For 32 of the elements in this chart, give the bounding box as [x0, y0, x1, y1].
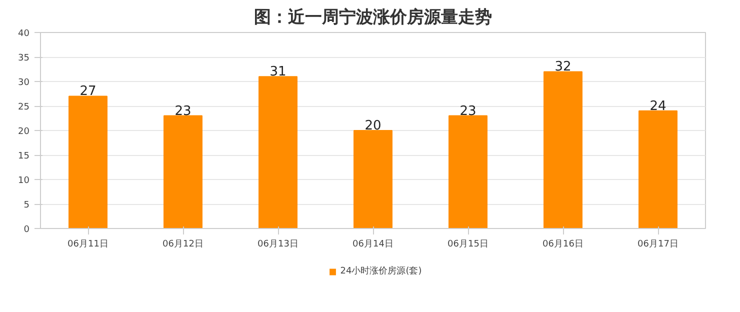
data-label: 32: [554, 60, 572, 75]
y-tick-label: 0: [24, 225, 30, 235]
data-label: 23: [174, 104, 192, 119]
bar: [638, 110, 678, 228]
bar: [68, 96, 108, 228]
y-tick-label: 20: [18, 127, 30, 137]
y-tick-label: 25: [18, 102, 30, 112]
data-label: 23: [460, 104, 476, 119]
y-tick-label: 15: [18, 152, 30, 162]
bar: [354, 130, 392, 228]
chart-title: 图：近一周宁波涨价房源量走势: [254, 8, 492, 28]
data-label: 31: [270, 64, 286, 80]
bar: [448, 115, 488, 228]
y-tick-label: 5: [24, 200, 30, 210]
x-tick-label: 06月13日: [258, 240, 298, 250]
x-tick-label: 06月11日: [68, 240, 108, 250]
y-tick-label: 40: [18, 29, 30, 39]
y-tick-label: 30: [18, 78, 30, 88]
x-tick-label: 06月15日: [448, 240, 488, 250]
y-tick-label: 10: [18, 176, 30, 186]
x-tick-label: 06月14日: [352, 240, 394, 250]
data-label: 24: [650, 98, 666, 114]
y-tick-label: 35: [18, 54, 30, 64]
bar: [544, 71, 582, 228]
x-tick-label: 06月16日: [542, 240, 584, 250]
bar: [258, 76, 298, 228]
data-label: 20: [364, 118, 382, 134]
x-tick-label: 06月12日: [162, 240, 204, 250]
data-label: 27: [80, 84, 96, 100]
legend-label: 24小时涨价房源(套): [340, 265, 422, 278]
bar: [164, 115, 202, 228]
x-tick-label: 06月17日: [638, 240, 678, 250]
